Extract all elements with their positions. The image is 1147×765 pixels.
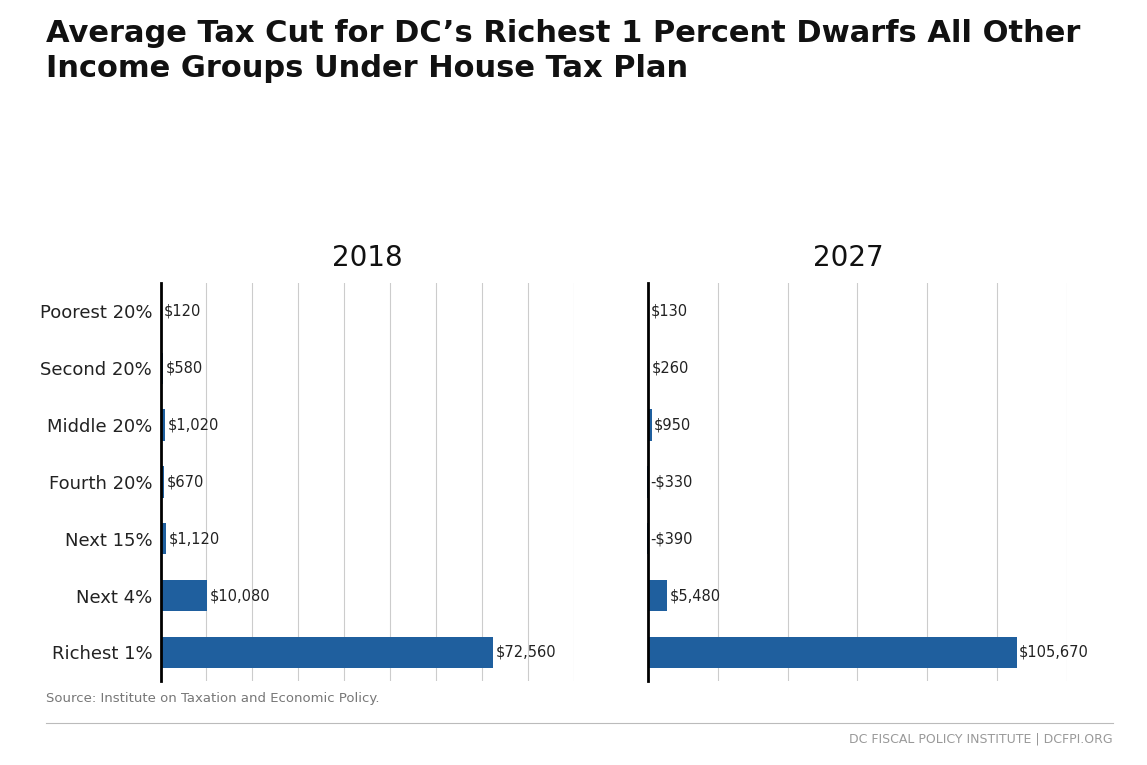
- Text: $5,480: $5,480: [670, 588, 721, 603]
- Bar: [648, 636, 1016, 668]
- Text: $105,670: $105,670: [1020, 645, 1089, 660]
- Text: -$390: -$390: [650, 531, 693, 546]
- Text: $950: $950: [654, 418, 692, 433]
- Bar: [161, 353, 163, 384]
- Text: Source: Institute on Taxation and Economic Policy.: Source: Institute on Taxation and Econom…: [46, 692, 380, 705]
- Bar: [161, 409, 165, 441]
- Text: $1,120: $1,120: [169, 531, 220, 546]
- Text: $1,020: $1,020: [167, 418, 219, 433]
- Text: $130: $130: [651, 304, 688, 319]
- Text: $670: $670: [166, 474, 204, 490]
- Bar: [161, 636, 493, 668]
- Text: -$330: -$330: [650, 474, 693, 490]
- Bar: [647, 523, 648, 555]
- Bar: [161, 467, 164, 497]
- Title: 2018: 2018: [331, 244, 403, 272]
- Title: 2027: 2027: [813, 244, 884, 272]
- Text: $10,080: $10,080: [210, 588, 271, 603]
- Text: DC FISCAL POLICY INSTITUTE | DCFPI.ORG: DC FISCAL POLICY INSTITUTE | DCFPI.ORG: [849, 733, 1113, 746]
- Text: Average Tax Cut for DC’s Richest 1 Percent Dwarfs All Other
Income Groups Under : Average Tax Cut for DC’s Richest 1 Perce…: [46, 19, 1080, 83]
- Text: $72,560: $72,560: [497, 645, 556, 660]
- Text: $260: $260: [651, 361, 689, 376]
- Bar: [648, 409, 651, 441]
- Text: $580: $580: [166, 361, 203, 376]
- Bar: [647, 467, 648, 497]
- Bar: [648, 580, 668, 611]
- Bar: [161, 523, 165, 555]
- Text: $120: $120: [164, 304, 201, 319]
- Bar: [161, 580, 206, 611]
